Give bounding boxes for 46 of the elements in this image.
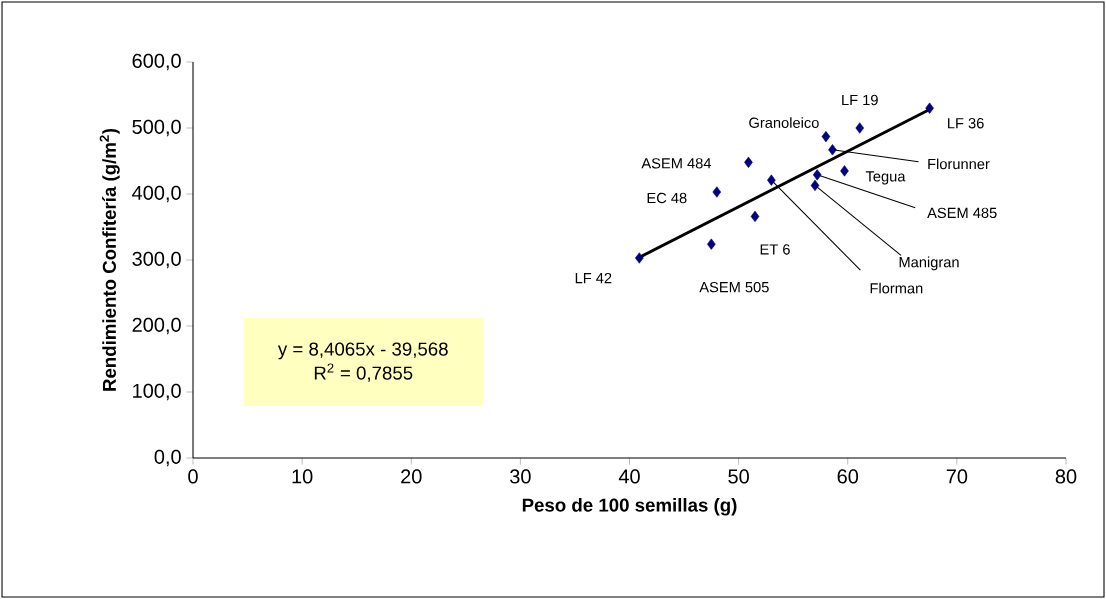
y-axis-title: Rendimiento Confitería (g/m$^{2}$) — [99, 128, 120, 391]
annotation: LF 36 — [948, 118, 984, 129]
point — [812, 169, 822, 181]
point — [828, 144, 837, 156]
point — [750, 210, 760, 223]
point — [855, 122, 865, 134]
x-tick-label: 0 — [188, 469, 198, 484]
x-tick-label: 20 — [401, 469, 422, 484]
annotation: EC 48 — [647, 192, 687, 204]
annotation: Florunner — [928, 158, 990, 170]
point — [712, 186, 722, 198]
annotation: ASEM 485 — [927, 207, 997, 219]
annotation: Tegua — [865, 171, 906, 185]
annotation: Florman — [870, 282, 923, 294]
annotation: R$^{2}$ = 0,7855 — [314, 363, 413, 382]
point — [925, 102, 934, 114]
point — [635, 252, 644, 264]
x-tick-label: 70 — [946, 469, 968, 484]
x-tick-label: 10 — [292, 469, 313, 484]
y-tick-label: 100,0 — [133, 383, 181, 401]
y-tick-label: 200,0 — [132, 317, 181, 335]
y-tick-label: 400,0 — [132, 185, 181, 203]
annotation: ASEM 484 — [641, 158, 712, 169]
annotation: y = 8,4065x - 39,568 — [277, 342, 448, 360]
y-tick-label: 300,0 — [132, 251, 181, 269]
point — [707, 238, 716, 250]
y-tick-label: 0,0 — [154, 449, 181, 467]
point — [821, 130, 831, 143]
x-axis-title: Peso de 100 semillas (g) — [522, 498, 737, 516]
annotation: LF 19 — [842, 94, 878, 106]
annotation: LF 42 — [575, 272, 612, 284]
x-tick-label: 80 — [1055, 469, 1077, 484]
point — [840, 165, 849, 177]
x-tick-label: 40 — [618, 469, 640, 484]
annotation: ET 6 — [760, 244, 790, 255]
x-tick-label: 50 — [728, 469, 749, 484]
x-tick-label: 60 — [837, 469, 859, 484]
x-tick-label: 30 — [510, 469, 531, 484]
annotation: Granoleico — [749, 117, 819, 128]
annotation: ASEM 505 — [699, 281, 769, 293]
point — [810, 179, 820, 192]
y-tick-label: 500,0 — [132, 119, 181, 137]
point — [767, 174, 776, 186]
annotation: Manigran — [899, 256, 959, 271]
point — [744, 156, 753, 168]
y-tick-label: 600,0 — [132, 53, 181, 71]
